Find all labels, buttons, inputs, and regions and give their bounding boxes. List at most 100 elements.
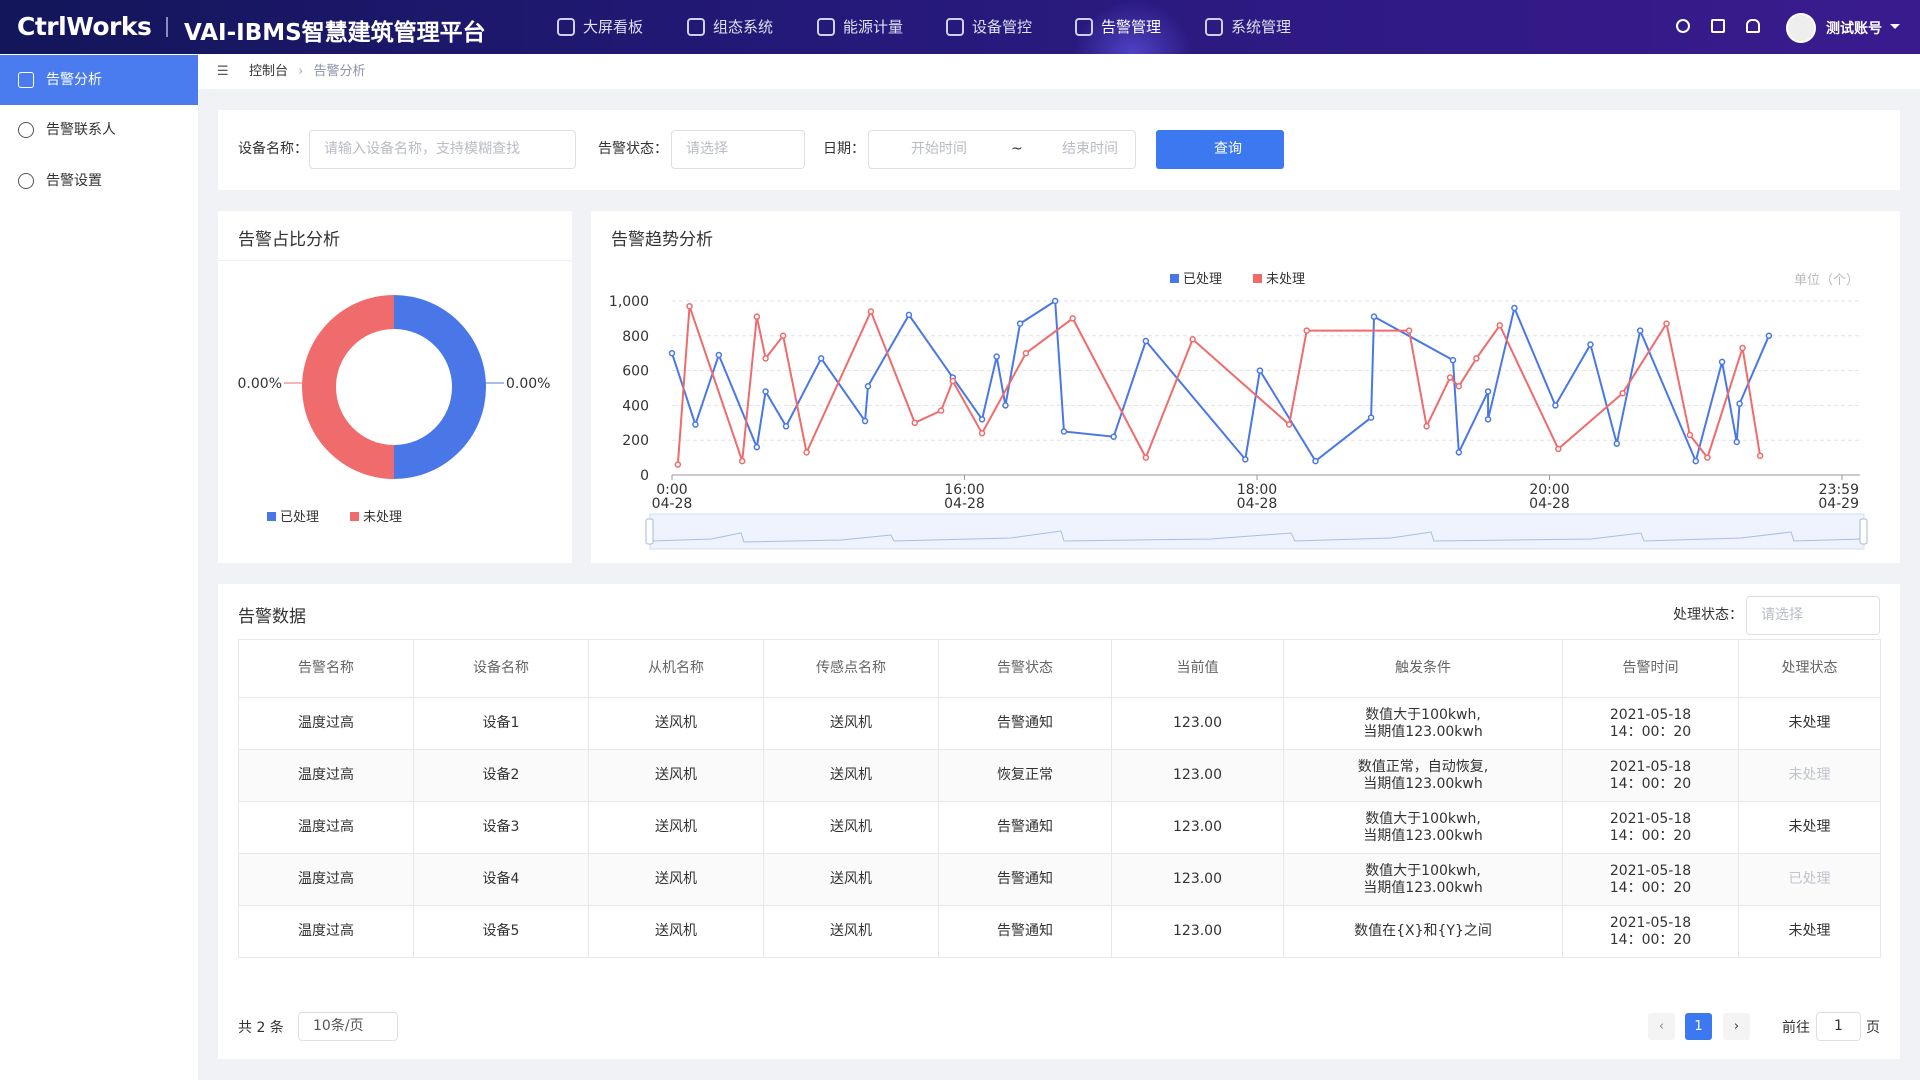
data-point [1256, 367, 1264, 374]
nav-label: 能源计量 [843, 18, 904, 36]
table-cell: 123.00 [1111, 697, 1284, 750]
menu-item[interactable]: 告警设置 [0, 156, 198, 206]
x-tick-label: 18:00 04-28 [1237, 482, 1278, 512]
nav-item[interactable]: 大屏看板 [555, 0, 665, 54]
data-point [905, 311, 913, 319]
menu-item[interactable]: 告警联系人 [0, 105, 198, 155]
data-point [1455, 383, 1463, 390]
goto-input[interactable]: 1 [1816, 1012, 1861, 1041]
nav-label: 系统管理 [1231, 18, 1292, 36]
table-cell: 2021-05-18 14：00：20 [1562, 853, 1739, 906]
logo[interactable]: CtrlWorks [17, 12, 152, 41]
data-point [867, 308, 875, 315]
unit-label: 单位（个） [1794, 273, 1859, 288]
data-point [1110, 433, 1117, 440]
nav-item[interactable]: 能源计量 [815, 0, 925, 54]
table-cell: 送风机 [588, 697, 764, 750]
table-cell: 送风机 [588, 801, 764, 854]
table-row: 温度过高 设备1 送风机 送风机 告警通知 123.00 数值大于100kwh, 当期值12… [238, 697, 1881, 750]
menu-item-active[interactable]: 告警分析 [0, 55, 198, 105]
nav-label: 告警管理 [1101, 18, 1162, 36]
data-point [715, 351, 723, 359]
zoom-handle[interactable] [1859, 518, 1868, 545]
data-point [861, 417, 869, 425]
x-tick-label: 0:00 04-28 [652, 482, 693, 512]
user-caret[interactable] [1890, 24, 1900, 34]
data-point [1587, 341, 1594, 348]
prev-page[interactable]: ‹ [1648, 1013, 1675, 1040]
goto-suffix: 页 [1866, 1020, 1880, 1036]
divider [166, 17, 168, 37]
table-cell: 数值正常，自动恢复, 当期值123.00kwh [1283, 749, 1563, 802]
data-point [1022, 349, 1030, 357]
next-page[interactable]: › [1723, 1013, 1750, 1040]
menu-label: 告警设置 [46, 173, 102, 189]
data-point [762, 388, 769, 395]
zoom-slider[interactable] [649, 513, 1865, 550]
table-cell: 送风机 [763, 749, 939, 802]
line-chart: 单位（个） 0 200 400 600 800 1,000 0:00 04-28 16:00 04-… [609, 272, 1868, 550]
table-cell: 送风机 [763, 697, 939, 750]
nav-item-active[interactable]: 告警管理 [1073, 0, 1193, 54]
nav-item[interactable]: 设备管控 [944, 0, 1054, 54]
process-select[interactable]: 请选择 [1746, 596, 1880, 635]
data-point [1636, 327, 1644, 334]
data-point [949, 377, 957, 385]
table-cell: 未处理 [1738, 905, 1881, 958]
table-cell: 送风机 [588, 853, 764, 906]
column-header: 处理状态 [1738, 639, 1881, 698]
status-select[interactable]: 请选择 [671, 130, 805, 169]
x-tick-label: 23:59 04-29 [1818, 482, 1859, 512]
data-point [1142, 454, 1150, 461]
device-input[interactable]: 请输入设备名称，支持模糊查找 [309, 130, 576, 169]
fullscreen-icon[interactable] [1711, 19, 1725, 33]
range-separator: ~ [1011, 141, 1023, 157]
pie-slice [394, 295, 486, 479]
page-number[interactable]: 1 [1685, 1013, 1712, 1040]
data-point [1619, 389, 1626, 397]
legend-label: 未处理 [363, 510, 402, 525]
column-header: 告警时间 [1562, 639, 1739, 698]
filter-label: 设备名称： [238, 141, 308, 157]
search-icon[interactable] [1676, 19, 1690, 33]
date-range[interactable] [868, 130, 1136, 169]
column-header: 告警名称 [238, 639, 414, 698]
y-tick-label: 200 [622, 433, 649, 449]
data-point [1765, 332, 1773, 340]
data-point [668, 349, 676, 357]
status-tag: 告警通知 [997, 819, 1053, 835]
page-size-select[interactable]: 10条/页 [298, 1012, 398, 1041]
end-date[interactable]: 结束时间 [1062, 141, 1118, 157]
avatar[interactable] [1786, 13, 1816, 43]
nav-item[interactable]: 系统管理 [1203, 0, 1313, 54]
bell-icon[interactable] [1746, 19, 1760, 33]
nav-item[interactable]: 组态系统 [685, 0, 795, 54]
data-point [1060, 428, 1068, 435]
menu-label: 告警分析 [46, 72, 102, 88]
table-cell: 送风机 [763, 853, 939, 906]
data-point [1613, 440, 1621, 447]
collapse-icon[interactable]: ☰ [217, 64, 229, 79]
data-point [978, 416, 986, 423]
data-point [1367, 414, 1375, 421]
table-cell: 设备1 [413, 697, 589, 750]
zoom-handle[interactable] [645, 518, 654, 545]
query-button[interactable]: 查询 [1156, 130, 1284, 169]
table-cell: 2021-05-18 14：00：20 [1562, 749, 1739, 802]
user-name[interactable]: 测试账号 [1826, 21, 1882, 37]
filter-label: 处理状态： [1673, 607, 1743, 623]
breadcrumb-item: 告警分析 [313, 64, 366, 79]
data-point [1718, 358, 1726, 366]
table-row: 温度过高 设备3 送风机 送风机 告警通知 123.00 数值大于100kwh, 当期值12… [238, 801, 1881, 854]
series-line [671, 299, 1770, 465]
data-point [1370, 313, 1378, 320]
sidebar: 告警分析 告警联系人 告警设置 [0, 54, 198, 1080]
data-point [1016, 320, 1024, 327]
data-point [1663, 320, 1670, 327]
start-date[interactable]: 开始时间 [911, 141, 967, 157]
breadcrumb-item[interactable]: 控制台 [249, 64, 289, 79]
legend-swatch [1170, 274, 1179, 283]
y-tick-label: 400 [622, 398, 649, 414]
data-point [911, 419, 919, 427]
table-row: 温度过高 设备4 送风机 送风机 告警通知 123.00 数值大于100kwh, 当期值12… [238, 853, 1881, 906]
